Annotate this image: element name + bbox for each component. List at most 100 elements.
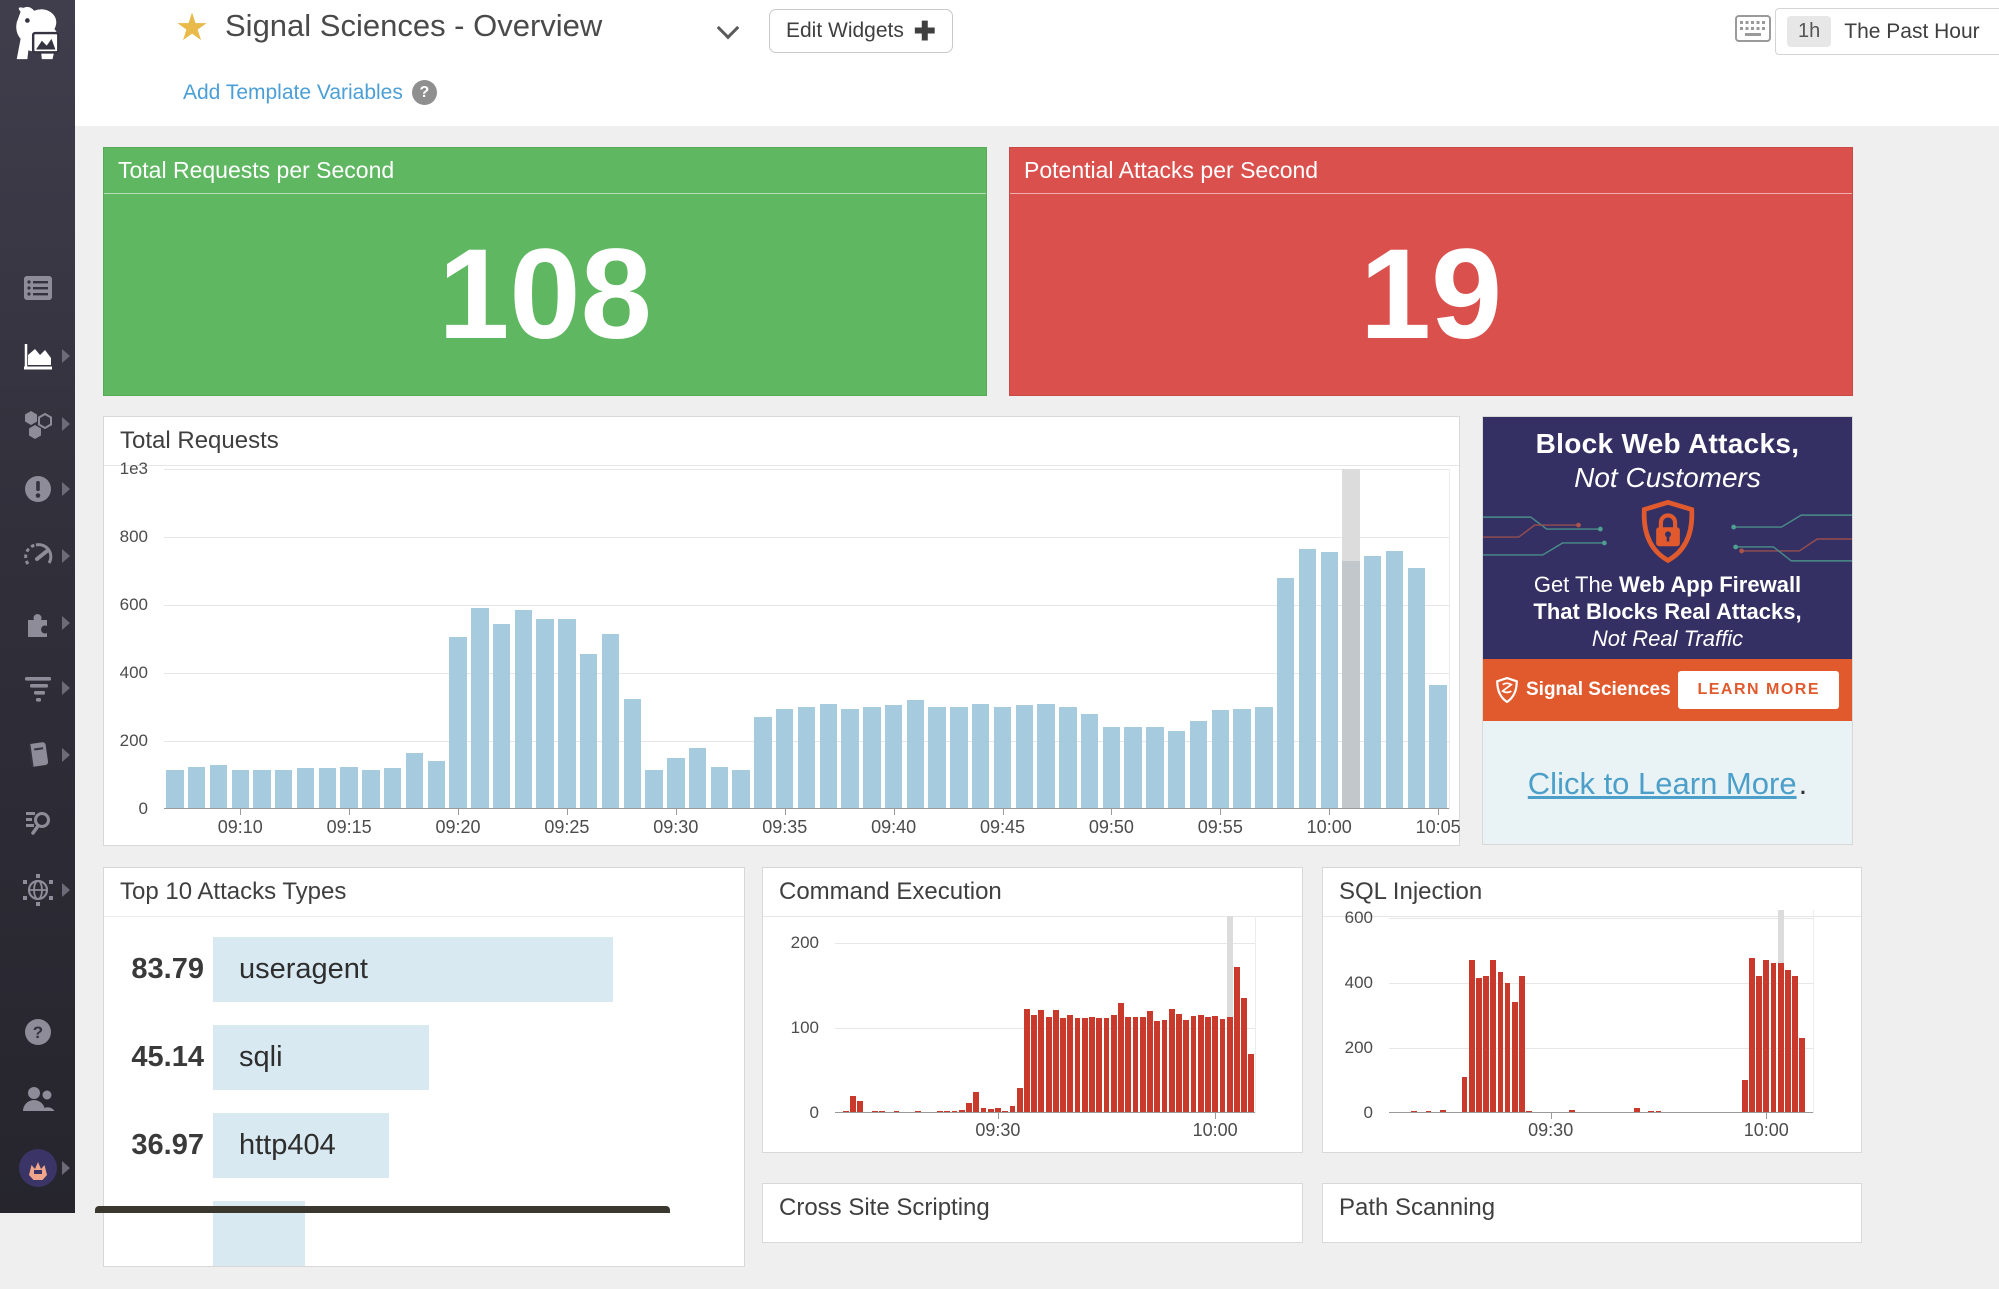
bar — [601, 633, 620, 809]
bar — [1468, 960, 1475, 1113]
sidebar-item-notebooks[interactable] — [0, 740, 75, 770]
y-tick-label: 200 — [119, 731, 148, 750]
x-tick-mark — [997, 1113, 999, 1119]
time-range-badge: 1h — [1787, 16, 1832, 47]
bar — [187, 766, 206, 809]
toplist-bar: http404 — [213, 1113, 390, 1178]
y-tick-label: 200 — [1344, 1037, 1373, 1057]
bar — [1102, 727, 1121, 809]
time-range-picker[interactable]: 1h The Past Hour — [1775, 8, 1999, 55]
toplist-row[interactable]: 36.97 http404 — [104, 1113, 744, 1178]
click-to-learn-more-link[interactable]: Click to Learn More — [1527, 765, 1797, 801]
bar — [1168, 1009, 1175, 1113]
x-tick-label: 10:00 — [1192, 1120, 1238, 1140]
sidebar-item-metrics[interactable] — [0, 341, 75, 371]
bar — [1060, 1017, 1066, 1113]
help-question-icon[interactable]: ? — [411, 80, 437, 105]
ad-banner[interactable]: Block Web Attacks, Not Customers — [1483, 417, 1852, 659]
events-icon — [23, 276, 52, 300]
toplist-row[interactable]: 45.14 sqli — [104, 1025, 744, 1090]
edit-widgets-button[interactable]: Edit Widgets ✚ — [769, 9, 953, 53]
toplist-label: http404 — [239, 1129, 336, 1161]
x-tick-mark — [1550, 1113, 1552, 1119]
widget-title: Total Requests per Second — [104, 148, 986, 194]
sidebar-item-team[interactable] — [0, 1083, 75, 1113]
gridline — [835, 1028, 1255, 1030]
x-tick-mark — [1215, 1113, 1217, 1119]
ad-copy-line2: That Blocks Real Attacks, — [1533, 599, 1802, 624]
widget-value: 19 — [1359, 222, 1503, 366]
x-tick-label: 10:00 — [1306, 817, 1352, 837]
path-scanning-widget[interactable]: Path Scanning — [1322, 1183, 1862, 1243]
y-axis-labels: 1e3 800 600 400 200 0 — [104, 460, 156, 818]
chevron-down-icon[interactable] — [716, 16, 740, 40]
bar — [1176, 1013, 1182, 1113]
x-tick-label: 09:55 — [1197, 817, 1243, 837]
add-template-variables-link[interactable]: Add Template Variables — [183, 80, 403, 104]
bar — [1212, 1016, 1219, 1113]
bar — [1777, 963, 1784, 1113]
bar — [906, 700, 925, 809]
sidebar: ? — [0, 0, 75, 1213]
cross-site-scripting-widget[interactable]: Cross Site Scripting — [762, 1183, 1303, 1243]
bar — [1015, 705, 1033, 809]
sidebar-item-user-avatar[interactable] — [0, 1148, 75, 1188]
bar — [1205, 1017, 1211, 1113]
alert-circle-icon — [24, 476, 51, 502]
x-tick-label: 09:25 — [544, 817, 590, 837]
sidebar-item-apm[interactable] — [0, 673, 75, 703]
signal-sciences-shield-icon — [1496, 677, 1518, 703]
sidebar-item-network[interactable] — [0, 874, 75, 906]
bar — [1784, 969, 1791, 1113]
sidebar-item-infrastructure[interactable] — [0, 408, 75, 440]
x-tick-label: 09:20 — [435, 817, 481, 837]
toplist-value: 83.79 — [131, 953, 204, 985]
x-tick-mark — [1438, 809, 1440, 815]
favorite-star-icon[interactable]: ★ — [175, 7, 210, 49]
link-period: . — [1798, 765, 1808, 801]
x-tick-mark — [1766, 1113, 1768, 1119]
sidebar-item-events[interactable] — [0, 273, 75, 303]
command-execution-chart-widget[interactable]: Command Execution 200 100 0 09:30 10:00 — [762, 867, 1303, 1153]
sidebar-item-integrations[interactable] — [0, 608, 75, 638]
gridline — [164, 469, 1449, 470]
log-search-icon — [25, 812, 50, 835]
bar — [1364, 555, 1382, 809]
y-tick-label: 1e3 — [119, 459, 148, 478]
x-tick-mark — [240, 809, 242, 815]
x-tick-label: 10:05 — [1415, 817, 1461, 837]
x-axis-labels: 09:30 10:00 — [1389, 1120, 1813, 1144]
bar — [987, 1108, 994, 1113]
bar — [841, 708, 859, 809]
datadog-logo[interactable] — [0, 2, 75, 66]
ad-heading: Block Web Attacks, — [1535, 428, 1800, 459]
toplist-row[interactable]: 83.79 useragent — [104, 937, 744, 1002]
bar — [1189, 720, 1208, 809]
chart-title: Command Execution — [763, 868, 1302, 917]
gridline — [164, 605, 1449, 606]
toplist-value: 36.97 — [131, 1129, 204, 1161]
bar — [296, 768, 315, 809]
bar — [857, 1101, 864, 1113]
sidebar-item-metrics-explorer[interactable] — [0, 541, 75, 571]
total-requests-chart-widget[interactable]: Total Requests 1e3 800 600 400 200 0 09:10 09:… — [103, 416, 1461, 846]
edit-widgets-label: Edit Widgets — [786, 19, 904, 42]
sidebar-item-logs[interactable] — [0, 807, 75, 837]
ad-learn-more-area: Click to Learn More. — [1483, 721, 1852, 846]
gauge-icon — [23, 543, 52, 565]
ad-brand-bar: Signal Sciences LEARN MORE — [1483, 659, 1852, 721]
bar — [1052, 1010, 1059, 1113]
bar — [1497, 971, 1504, 1113]
y-tick-label: 0 — [1363, 1103, 1373, 1122]
bar — [1407, 567, 1426, 809]
keyboard-shortcut-icon[interactable] — [1735, 15, 1771, 47]
ad-widget[interactable]: Block Web Attacks, Not Customers — [1482, 416, 1853, 845]
sql-injection-chart-widget[interactable]: SQL Injection 600 400 200 0 09:30 10:00 — [1322, 867, 1862, 1153]
sidebar-item-help[interactable]: ? — [0, 1017, 75, 1047]
total-requests-per-second-widget[interactable]: Total Requests per Second 108 — [103, 147, 987, 396]
learn-more-button[interactable]: LEARN MORE — [1678, 671, 1839, 709]
potential-attacks-per-second-widget[interactable]: Potential Attacks per Second 19 — [1009, 147, 1853, 396]
sidebar-item-monitors[interactable] — [0, 474, 75, 504]
bar — [1037, 703, 1055, 809]
chart-title: Total Requests — [104, 417, 1459, 466]
